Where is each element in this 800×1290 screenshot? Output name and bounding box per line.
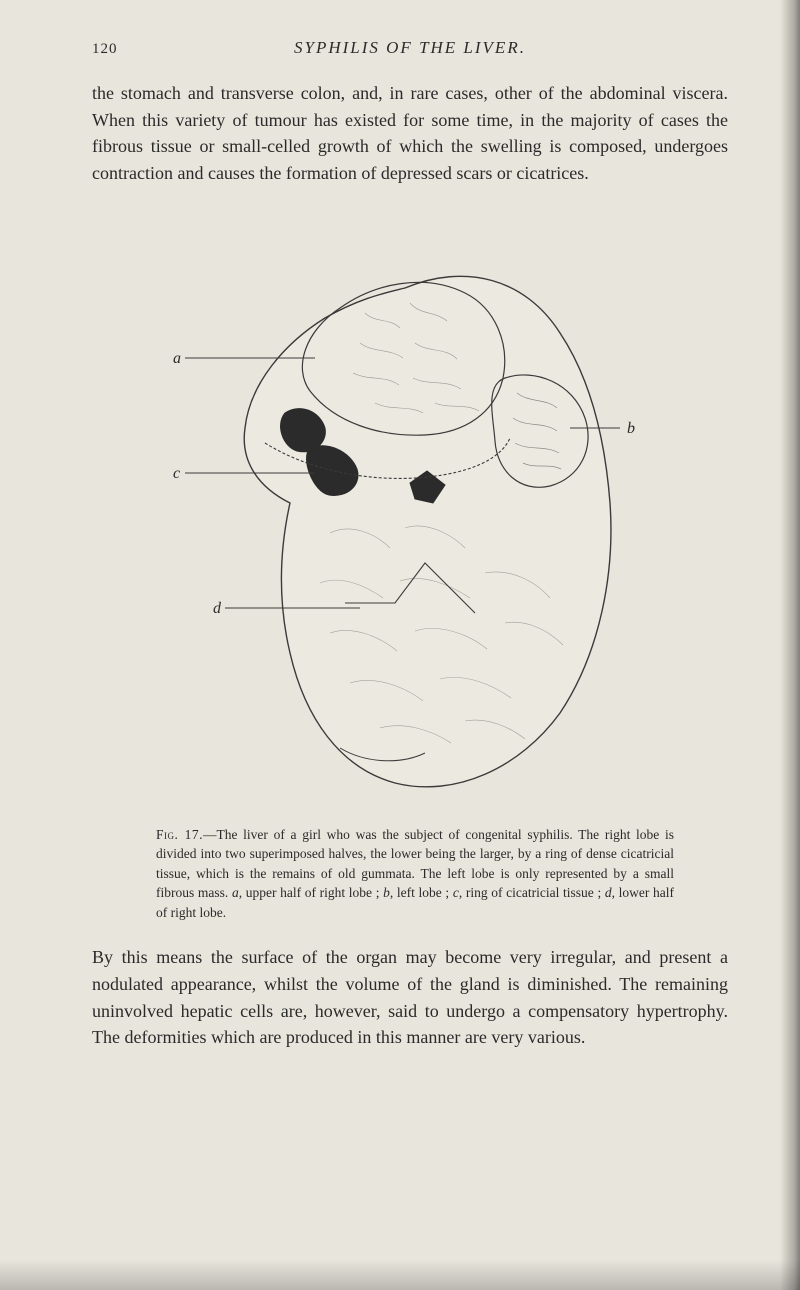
header-row: 120 SYPHILIS OF THE LIVER. [92, 38, 728, 58]
caption-label-a: a [232, 885, 239, 900]
running-header: SYPHILIS OF THE LIVER. [92, 38, 728, 58]
paragraph-bottom: By this means the surface of the organ m… [92, 944, 728, 1051]
figure-label-a: a [173, 350, 181, 367]
figure-label-d: d [213, 600, 222, 617]
caption-part-3: , left lobe ; [390, 885, 453, 900]
caption-label-d: d [605, 885, 612, 900]
page-edge-shadow [780, 0, 800, 1290]
liver-outline [244, 276, 611, 787]
figure-label-c: c [173, 465, 180, 482]
figure-caption: Fig. 17.—The liver of a girl who was the… [92, 825, 728, 923]
figure-label-b: b [627, 420, 635, 437]
page-bottom-shadow [0, 1260, 800, 1290]
caption-part-4: , ring of cicatricial tissue ; [459, 885, 605, 900]
caption-lead: Fig. 17. [156, 827, 203, 842]
caption-part-2: , upper half of right lobe ; [239, 885, 383, 900]
figure-17: a b c d [92, 203, 728, 813]
paragraph-top: the stomach and transverse colon, and, i… [92, 80, 728, 187]
book-page: 120 SYPHILIS OF THE LIVER. the stomach a… [0, 0, 800, 1290]
liver-drawing: a b c d [165, 203, 655, 813]
caption-label-b: b [383, 885, 390, 900]
